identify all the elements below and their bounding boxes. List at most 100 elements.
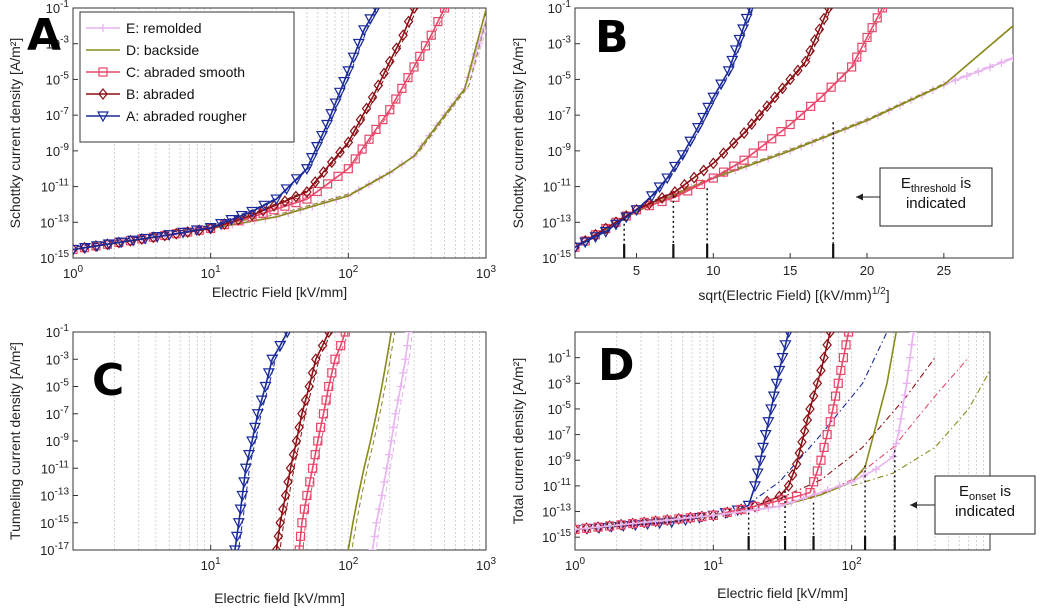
panel-b-y-tick-label-base: 10 — [543, 180, 557, 195]
panel-c-point-C — [318, 409, 329, 419]
panel-a-y-tick-label: 10-5 — [46, 70, 70, 87]
panel-b-point-A — [740, 13, 753, 25]
panel-a-point-A — [73, 244, 80, 256]
panel-b-point-C — [683, 186, 693, 196]
panel-d-point-E — [731, 508, 740, 517]
panel-b-y-tick-label: 10-5 — [548, 70, 572, 87]
panel-d-point-E — [889, 452, 898, 461]
panel-a-point-B — [318, 166, 329, 179]
panel-a-point-A — [91, 241, 104, 253]
panel-d-point-A — [641, 519, 654, 531]
panel-c-point-B — [285, 462, 296, 475]
panel-a-point-B — [280, 195, 290, 208]
panel-d-point-E — [753, 505, 762, 514]
panel-b-point-C — [836, 72, 846, 82]
panel-b-y-tick-label-exp: -11 — [557, 178, 571, 189]
panel-a-point-A — [163, 230, 176, 242]
panel-c-point-C — [307, 463, 318, 473]
panel-b-x-tick-label: 5 — [633, 263, 640, 278]
panel-b-y-tick-label: 10-1 — [548, 0, 572, 16]
panel-d-point-B — [639, 516, 649, 529]
panel-c-x-axis-label: Electric field [kV/mm] — [214, 590, 345, 606]
panel-a-point-A — [300, 164, 313, 175]
panel-d-point-A — [751, 468, 764, 480]
panel-a-point-B — [326, 156, 337, 169]
panel-a-point-C — [302, 194, 312, 204]
panel-a-point-A — [364, 14, 377, 26]
panel-c-point-B — [291, 435, 302, 447]
panel-d-schottky-D — [851, 370, 990, 487]
panel-d-point-B — [794, 447, 805, 460]
panel-a-point-A — [127, 235, 140, 247]
panel-d-x-tick-label-base: 10 — [703, 558, 717, 573]
panel-c-series-layer — [228, 332, 413, 550]
panel-d-point-B — [697, 510, 707, 523]
panel-a-y-tick-label-base: 10 — [46, 144, 60, 159]
panel-d-point-E — [898, 403, 907, 412]
panel-a-y-tick-label-exp: -15 — [55, 249, 70, 260]
panel-a-point-B — [335, 146, 345, 159]
panel-b-y-tick-label-base: 10 — [542, 215, 556, 230]
panel-b-annotation-line2: indicated — [906, 195, 966, 212]
panel-c-x-tick-label-exp: 1 — [215, 556, 221, 567]
panel-b-point-C — [816, 92, 826, 102]
panel-b-point-A — [620, 212, 633, 224]
panel-b-point-A — [599, 227, 612, 238]
panel-c-point-E — [389, 423, 398, 432]
panel-d-point-E — [902, 379, 911, 388]
panel-d-point-B — [627, 517, 638, 530]
panel-d-point-E — [907, 340, 916, 349]
panel-b-point-A — [589, 232, 602, 244]
panel-c-y-tick-label-base: 10 — [46, 325, 60, 340]
panel-b-y-tick-label-base: 10 — [542, 251, 556, 266]
panel-a-point-A — [310, 141, 323, 153]
panel-a-y-tick-label-exp: -3 — [60, 35, 69, 46]
panel-a-legend: E: remolded D: backside C: abraded smooth B… — [79, 11, 295, 143]
panel-a-point-A — [347, 52, 360, 64]
panel-a-point-A — [235, 210, 248, 222]
panel-a-y-axis-label: Schottky current density [A/m²] — [7, 38, 23, 229]
panel-d-point-E — [582, 524, 591, 533]
panel-b-y-tick-label-base: 10 — [548, 72, 562, 87]
panel-b-x-tick-label: 15 — [783, 263, 797, 278]
panel-c-point-A — [228, 545, 241, 550]
panel-b-point-C — [847, 62, 857, 72]
panel-a-point-B — [398, 29, 408, 42]
panel-a-point-C — [323, 179, 333, 189]
panel-b-point-C — [708, 173, 718, 183]
panel-a-point-C — [378, 114, 388, 125]
panel-b-y-tick-label-base: 10 — [548, 108, 562, 123]
panel-d-schottky-B — [779, 357, 936, 500]
panel-d-annotation-sub: onset — [969, 491, 996, 503]
panel-a-point-B — [73, 243, 78, 256]
panel-b-y-tick-label-base: 10 — [548, 144, 562, 159]
panel-d-y-tick-label-exp: -9 — [562, 451, 571, 462]
panel-d-annotation-line1: Eonset is — [959, 483, 1011, 503]
panel-b-point-C — [695, 179, 706, 190]
panel-b-point-B — [777, 82, 788, 95]
panel-d-point-B — [685, 511, 696, 524]
panel-b-y-tick-label: 10-11 — [543, 178, 572, 195]
panel-d-point-C — [816, 455, 826, 465]
panel-b-point-C — [718, 167, 729, 177]
panel-a-x-tick-label-exp: 2 — [353, 264, 359, 275]
panel-a-y-tick-label: 10-7 — [46, 106, 70, 123]
panel-c-y-tick-label: 10-13 — [40, 487, 69, 504]
panel-b-point-A — [707, 92, 720, 104]
panel-a-point-B — [361, 102, 372, 115]
panel-a-point-A — [225, 214, 238, 226]
panel-c-y-tick-label-exp: -3 — [60, 350, 69, 361]
panel-d-point-B — [575, 523, 580, 536]
panel-d-point-E — [872, 465, 881, 474]
panel-c-point-C — [321, 395, 331, 405]
panel-d-y-tick-label: 10-3 — [548, 374, 572, 391]
panel-c-y-tick-label-base: 10 — [40, 516, 54, 531]
panel-a-point-B — [247, 209, 257, 222]
panel-c-point-A — [242, 450, 255, 461]
panel-d-point-E — [720, 509, 729, 518]
panel-a-point-C — [433, 16, 443, 27]
panel-a-point-A — [338, 77, 351, 88]
panel-b-x-axis-label-main: sqrt(Electric Field) [(kV/mm) — [698, 287, 871, 303]
panel-a-y-tick-label-exp: -5 — [60, 70, 69, 81]
